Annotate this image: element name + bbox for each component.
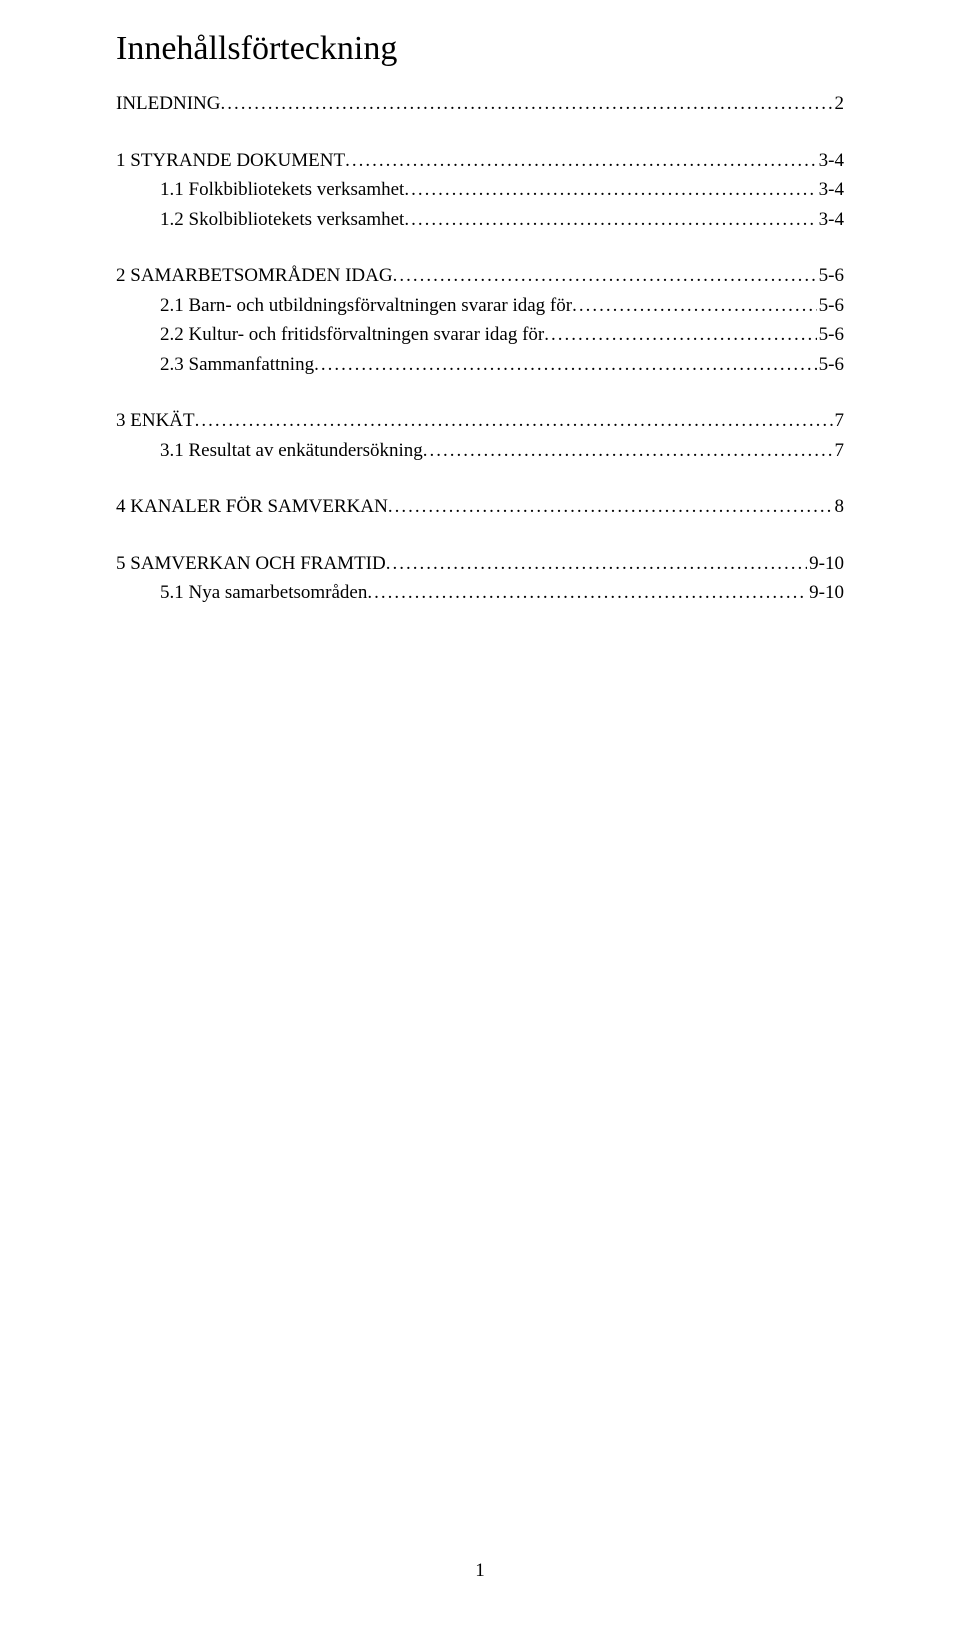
- toc-leader-dots: [195, 407, 833, 436]
- toc-leader-dots: [388, 493, 833, 522]
- toc-entry-label: 4 KANALER FÖR SAMVERKAN: [116, 493, 388, 522]
- toc-leader-dots: [220, 90, 832, 119]
- toc-leader-dots: [404, 206, 816, 235]
- toc-leader-dots: [544, 321, 816, 350]
- toc-entry-page: 3-4: [817, 206, 844, 235]
- toc-entry-label: 2.3 Sammanfattning: [116, 351, 314, 380]
- toc-leader-dots: [345, 147, 817, 176]
- toc-row: 2 SAMARBETSOMRÅDEN IDAG 5-6: [116, 262, 844, 291]
- toc-row: 3.1 Resultat av enkätundersökning 7: [116, 437, 844, 466]
- toc-entry-page: 9-10: [807, 579, 844, 608]
- toc-leader-dots: [393, 262, 817, 291]
- toc-row: INLEDNING 2: [116, 90, 844, 119]
- toc-list: INLEDNING21 STYRANDE DOKUMENT3-41.1 Folk…: [116, 90, 844, 608]
- toc-entry-page: 5-6: [817, 351, 844, 380]
- toc-entry-page: 7: [833, 407, 845, 436]
- toc-row: 5 SAMVERKAN OCH FRAMTID 9-10: [116, 550, 844, 579]
- toc-leader-dots: [404, 176, 816, 205]
- toc-row: 1 STYRANDE DOKUMENT 3-4: [116, 147, 844, 176]
- toc-entry-label: 2.1 Barn- och utbildningsförvaltningen s…: [116, 292, 572, 321]
- toc-leader-dots: [367, 579, 807, 608]
- toc-entry-page: 7: [833, 437, 845, 466]
- toc-row: 2.1 Barn- och utbildningsförvaltningen s…: [116, 292, 844, 321]
- toc-entry-page: 3-4: [817, 147, 844, 176]
- toc-row: 5.1 Nya samarbetsområden 9-10: [116, 579, 844, 608]
- toc-entry-label: 1.1 Folkbibliotekets verksamhet: [116, 176, 404, 205]
- toc-row: 3 ENKÄT 7: [116, 407, 844, 436]
- toc-entry-label: INLEDNING: [116, 90, 220, 119]
- toc-entry-page: 3-4: [817, 176, 844, 205]
- toc-leader-dots: [386, 550, 807, 579]
- toc-entry-page: 8: [833, 493, 845, 522]
- toc-entry-label: 5.1 Nya samarbetsområden: [116, 579, 367, 608]
- toc-entry-label: 1 STYRANDE DOKUMENT: [116, 147, 345, 176]
- toc-entry-page: 2: [833, 90, 845, 119]
- toc-entry-label: 2 SAMARBETSOMRÅDEN IDAG: [116, 262, 393, 291]
- toc-entry-label: 5 SAMVERKAN OCH FRAMTID: [116, 550, 386, 579]
- toc-row: 2.2 Kultur- och fritidsförvaltningen sva…: [116, 321, 844, 350]
- toc-entry-page: 5-6: [817, 262, 844, 291]
- toc-leader-dots: [572, 292, 817, 321]
- toc-row: 1.2 Skolbibliotekets verksamhet 3-4: [116, 206, 844, 235]
- toc-row: 4 KANALER FÖR SAMVERKAN 8: [116, 493, 844, 522]
- toc-row: 2.3 Sammanfattning 5-6: [116, 351, 844, 380]
- toc-entry-label: 1.2 Skolbibliotekets verksamhet: [116, 206, 404, 235]
- toc-leader-dots: [314, 351, 817, 380]
- toc-row: 1.1 Folkbibliotekets verksamhet 3-4: [116, 176, 844, 205]
- toc-entry-label: 3 ENKÄT: [116, 407, 195, 436]
- toc-title: Innehållsförteckning: [116, 30, 844, 68]
- toc-entry-label: 3.1 Resultat av enkätundersökning: [116, 437, 423, 466]
- toc-entry-page: 5-6: [817, 321, 844, 350]
- toc-entry-page: 9-10: [807, 550, 844, 579]
- toc-entry-page: 5-6: [817, 292, 844, 321]
- toc-leader-dots: [423, 437, 833, 466]
- toc-entry-label: 2.2 Kultur- och fritidsförvaltningen sva…: [116, 321, 544, 350]
- page-number: 1: [475, 1560, 485, 1582]
